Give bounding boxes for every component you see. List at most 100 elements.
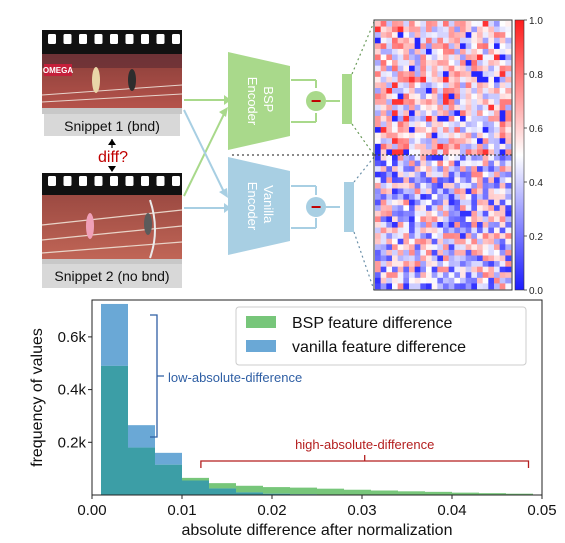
heatmap-cell <box>426 155 432 161</box>
heatmap-cell <box>443 160 449 167</box>
heatmap-cell <box>397 37 404 44</box>
heatmap-cell <box>454 149 461 156</box>
heatmap-cell <box>409 71 415 78</box>
heatmap-cell <box>431 110 438 117</box>
heatmap-cell <box>494 188 500 195</box>
heatmap-cell <box>448 115 455 122</box>
heatmap-cell <box>460 160 466 167</box>
heatmap-cell <box>448 177 455 184</box>
heatmap-cell <box>477 76 483 83</box>
heatmap-cell <box>448 244 455 251</box>
bsp-encoder: BSP Encoder <box>228 52 290 150</box>
heatmap-cell <box>392 155 398 161</box>
heatmap-cell <box>392 54 398 61</box>
heatmap-cell <box>488 210 495 217</box>
snippet-1-label-box <box>44 114 180 136</box>
heatmap-cell <box>392 160 398 167</box>
heatmap-cell <box>499 166 506 173</box>
heatmap-cell <box>454 205 461 212</box>
heatmap-cell <box>465 166 472 173</box>
heatmap-cell <box>443 205 449 212</box>
heatmap-cell <box>494 21 500 27</box>
heatmap-cell <box>386 194 393 200</box>
heatmap-cell <box>448 171 455 178</box>
heatmap-cell <box>454 155 461 161</box>
heatmap-cell <box>392 222 398 228</box>
heatmap-cell <box>386 76 393 83</box>
heatmap-cell <box>494 65 500 72</box>
heatmap-cell <box>443 155 449 161</box>
legend-entry-label: vanilla feature difference <box>292 339 466 356</box>
heatmap-cell <box>471 93 478 100</box>
heatmap-cell <box>414 199 421 206</box>
heatmap-cell <box>448 26 455 33</box>
heatmap-cell <box>505 54 512 61</box>
heatmap-cell <box>454 255 461 262</box>
heatmap-cell <box>386 238 393 245</box>
heatmap-cell <box>437 65 444 72</box>
heatmap-cell <box>448 43 455 50</box>
heatmap-cell <box>420 277 427 284</box>
heatmap-cell <box>380 71 387 78</box>
heatmap-cell <box>471 277 478 284</box>
heatmap-cell <box>454 227 461 234</box>
heatmap-cell <box>380 261 387 267</box>
heatmap-cell <box>477 93 483 100</box>
heatmap-cell <box>380 177 387 184</box>
heatmap-cell <box>471 132 478 139</box>
diff-label: diff? <box>98 149 128 166</box>
x-tick-label: 0.01 <box>167 502 196 519</box>
heatmap-cell <box>403 177 410 184</box>
heatmap-cell <box>471 127 478 133</box>
overlap-histogram-bar <box>128 447 155 495</box>
heatmap-cell <box>482 160 489 167</box>
heatmap-cell <box>375 261 381 267</box>
heatmap-cell <box>482 37 489 44</box>
heatmap-cell <box>380 60 387 66</box>
heatmap-cell <box>409 188 415 195</box>
heatmap-cell <box>454 37 461 44</box>
heatmap-cell <box>488 21 495 27</box>
heatmap-cell <box>414 227 421 234</box>
heatmap-cell <box>414 261 421 267</box>
heatmap-cell <box>409 233 415 240</box>
heatmap-cell <box>460 205 466 212</box>
heatmap-cell <box>482 216 489 223</box>
heatmap-cell <box>386 272 393 279</box>
vanilla-histogram-bar <box>155 452 182 465</box>
heatmap-cell <box>403 222 410 228</box>
heatmap-cell <box>505 266 512 273</box>
heatmap-cell <box>414 255 421 262</box>
heatmap-cell <box>426 277 432 284</box>
heatmap-cell <box>426 32 432 39</box>
heatmap-cell <box>375 194 381 200</box>
heatmap-cell <box>420 205 427 212</box>
heatmap-cell <box>465 143 472 150</box>
heatmap-cell <box>482 238 489 245</box>
x-tick-label: 0.04 <box>437 502 466 519</box>
heatmap-cell <box>443 32 449 39</box>
heatmap-cell <box>403 37 410 44</box>
heatmap-cell <box>460 177 466 184</box>
heatmap-cell <box>386 266 393 273</box>
heatmap-cell <box>454 99 461 106</box>
heatmap-cell <box>420 255 427 262</box>
heatmap-cell <box>443 233 449 240</box>
legend-swatch <box>246 340 276 352</box>
heatmap-cell <box>437 277 444 284</box>
heatmap-cell <box>426 60 432 66</box>
heatmap-cell <box>386 60 393 66</box>
heatmap-cell <box>420 143 427 150</box>
heatmap-cell <box>471 188 478 195</box>
heatmap-cell <box>431 60 438 66</box>
heatmap-cell <box>460 132 466 139</box>
low-difference-annotation: low-absolute-difference <box>168 370 302 385</box>
heatmap-cell <box>454 138 461 145</box>
heatmap-cell <box>454 171 461 178</box>
heatmap-cell <box>488 127 495 133</box>
heatmap-cell <box>409 216 415 223</box>
heatmap-cell <box>409 54 415 61</box>
heatmap-cell <box>448 205 455 212</box>
heatmap-cell <box>443 182 449 189</box>
heatmap-cell <box>477 65 483 72</box>
